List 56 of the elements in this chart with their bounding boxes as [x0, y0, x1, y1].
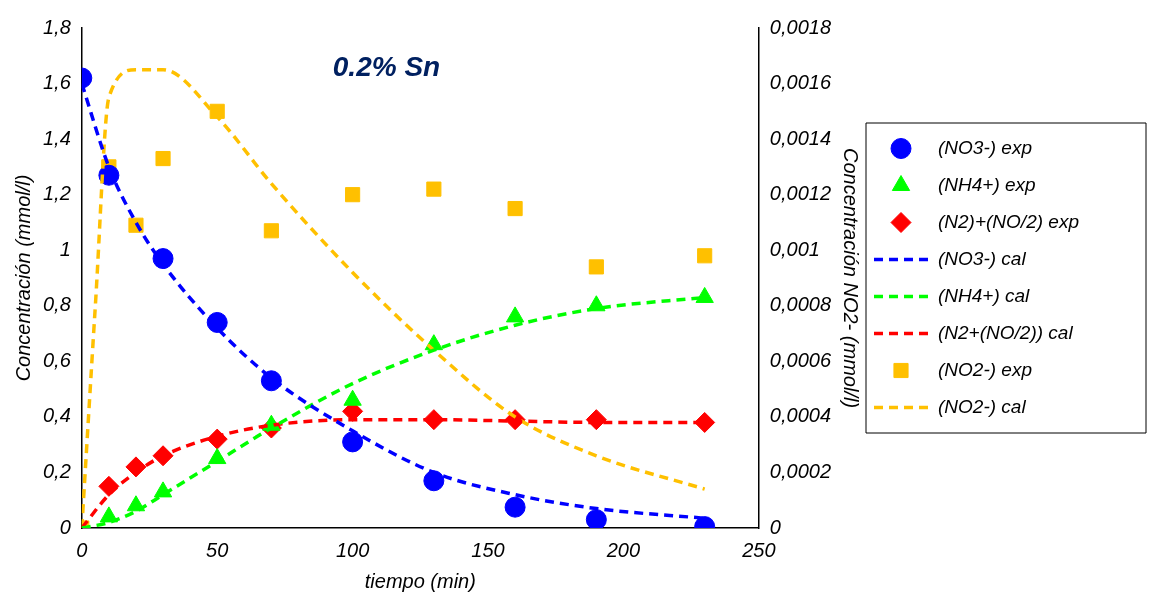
y2-tick-label: 0,0002 — [769, 460, 831, 483]
x-tick-label: 150 — [471, 538, 505, 561]
legend-label: (NO2-) cal — [938, 395, 1027, 417]
point — [426, 181, 442, 197]
point — [98, 475, 120, 497]
y2-tick-label: 0,0006 — [769, 348, 832, 371]
point — [505, 306, 525, 323]
y2-axis-title: Concentración NO2- (mmol/l) — [840, 147, 863, 409]
point — [209, 103, 225, 119]
y2-tick-label: 0,0012 — [769, 182, 831, 205]
legend-label: (NH4+) cal — [938, 284, 1031, 306]
y-tick-label: 1,8 — [42, 15, 71, 38]
y-tick-label: 0 — [59, 515, 71, 538]
annotation: 0.2% Sn — [332, 51, 441, 82]
x-axis-title: tiempo (min) — [364, 569, 476, 592]
y-axis-title: Concentración (mmol/l) — [11, 174, 34, 382]
point — [263, 223, 279, 239]
y-tick-label: 0,2 — [42, 460, 71, 483]
point — [585, 509, 607, 528]
point — [504, 496, 526, 518]
y-tick-label: 1,6 — [42, 71, 72, 94]
legend-label: (NH4+) exp — [938, 173, 1036, 195]
y-tick-label: 1,2 — [42, 182, 71, 205]
y-tick-label: 0,6 — [42, 348, 72, 371]
y2-tick-label: 0,0016 — [769, 71, 832, 94]
y2-tick-label: 0 — [769, 515, 781, 538]
point — [697, 248, 713, 264]
legend-label: (NO3-) cal — [938, 247, 1027, 269]
point — [588, 259, 604, 275]
y2-tick-label: 0,0008 — [769, 293, 831, 316]
y-tick-label: 0,8 — [42, 293, 71, 316]
y-tick-label: 1,4 — [42, 126, 71, 149]
x-tick-label: 200 — [605, 538, 641, 561]
point — [423, 470, 445, 492]
y2-tick-label: 0,0004 — [769, 404, 831, 427]
legend-label: (NO3-) exp — [938, 136, 1032, 158]
x-tick-label: 0 — [76, 538, 88, 561]
point — [155, 150, 171, 167]
point — [153, 481, 173, 498]
point — [507, 200, 523, 217]
legend-label: (N2)+(NO/2) exp — [938, 210, 1079, 232]
point — [694, 411, 716, 433]
y2-tick-label: 0,0014 — [769, 126, 831, 149]
point — [152, 445, 174, 467]
legend-label: (NO2-) exp — [938, 358, 1032, 380]
point — [345, 187, 361, 203]
y2-tick-label: 0,0018 — [769, 15, 831, 38]
legend-label: (N2+(NO/2)) cal — [938, 321, 1074, 343]
point — [342, 431, 364, 453]
x-tick-label: 100 — [335, 538, 370, 561]
y-tick-label: 0,4 — [42, 404, 71, 427]
y2-tick-label: 0,001 — [769, 237, 820, 260]
x-tick-label: 50 — [206, 538, 229, 561]
point — [99, 506, 119, 523]
x-tick-label: 250 — [741, 538, 776, 561]
y-tick-label: 1 — [59, 237, 71, 260]
